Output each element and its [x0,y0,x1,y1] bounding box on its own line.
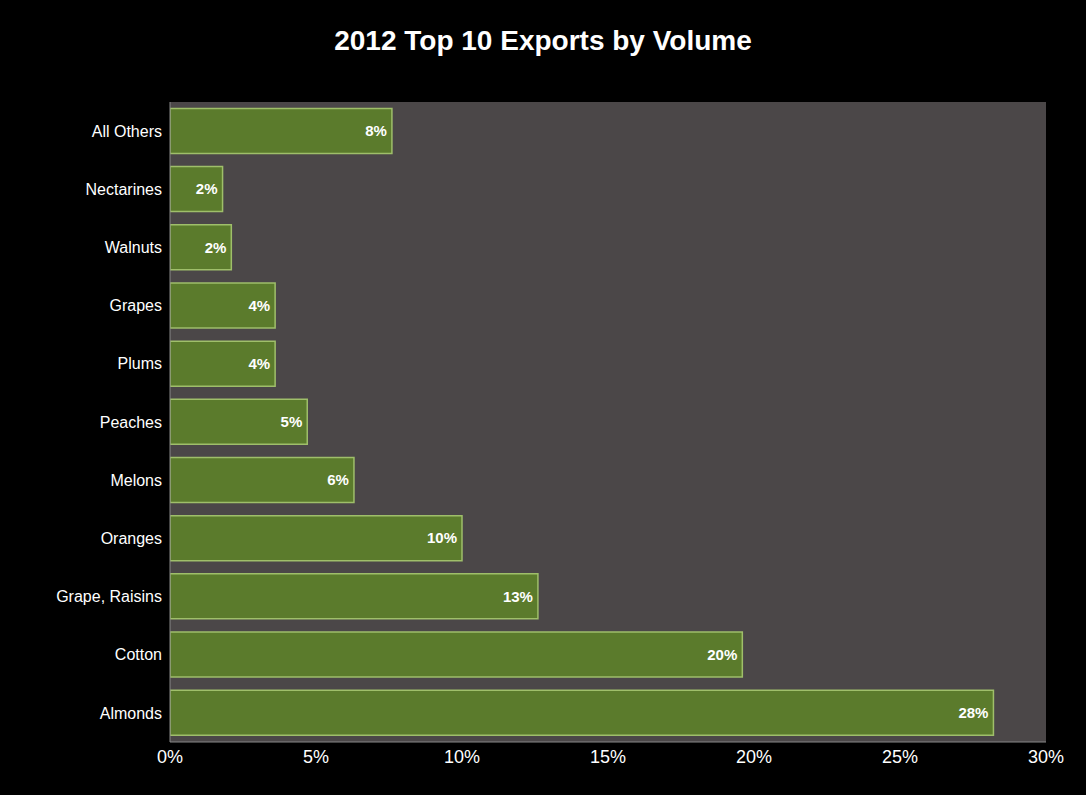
svg-text:4%: 4% [248,355,270,372]
svg-text:20%: 20% [707,646,737,663]
svg-text:8%: 8% [365,122,387,139]
svg-text:10%: 10% [444,747,480,767]
svg-text:30%: 30% [1028,747,1064,767]
svg-text:Peaches: Peaches [100,414,162,431]
svg-text:Almonds: Almonds [100,705,162,722]
svg-text:Walnuts: Walnuts [105,239,162,256]
svg-text:Nectarines: Nectarines [86,181,162,198]
svg-text:0%: 0% [157,747,183,767]
svg-text:2%: 2% [196,180,218,197]
svg-text:20%: 20% [736,747,772,767]
html-text:2012 Top 10 Exports by Volume: 2012 Top 10 Exports by Volume [334,25,752,56]
svg-text:All Others: All Others [92,123,162,140]
svg-text:Cotton: Cotton [115,646,162,663]
svg-text:5%: 5% [281,413,303,430]
svg-text:Grapes: Grapes [110,297,162,314]
svg-text:13%: 13% [503,588,533,605]
svg-text:10%: 10% [427,529,457,546]
svg-text:5%: 5% [303,747,329,767]
svg-text:Melons: Melons [110,472,162,489]
svg-text:Plums: Plums [118,355,162,372]
svg-text:25%: 25% [882,747,918,767]
svg-text:Oranges: Oranges [101,530,162,547]
svg-text:28%: 28% [958,704,988,721]
svg-text:4%: 4% [248,297,270,314]
svg-text:6%: 6% [327,471,349,488]
svg-text:2%: 2% [205,239,227,256]
svg-text:Grape, Raisins: Grape, Raisins [56,588,162,605]
svg-text:15%: 15% [590,747,626,767]
